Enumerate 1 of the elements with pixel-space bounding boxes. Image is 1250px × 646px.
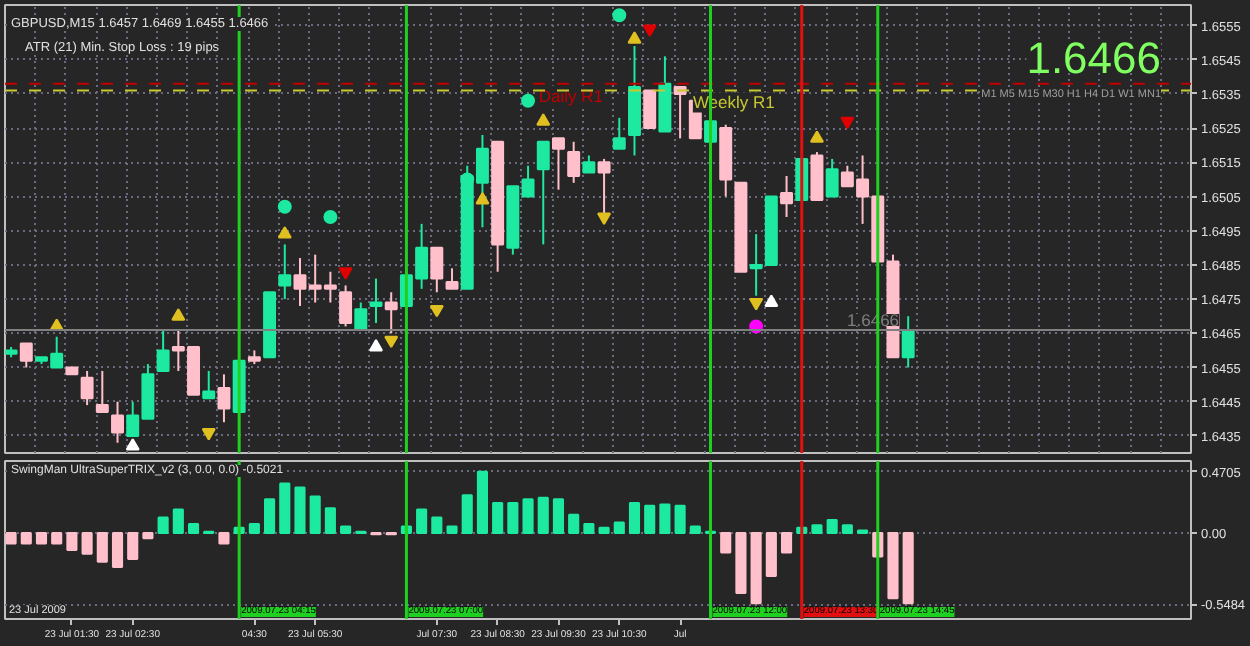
annotation: 1.6466: [1026, 33, 1162, 83]
